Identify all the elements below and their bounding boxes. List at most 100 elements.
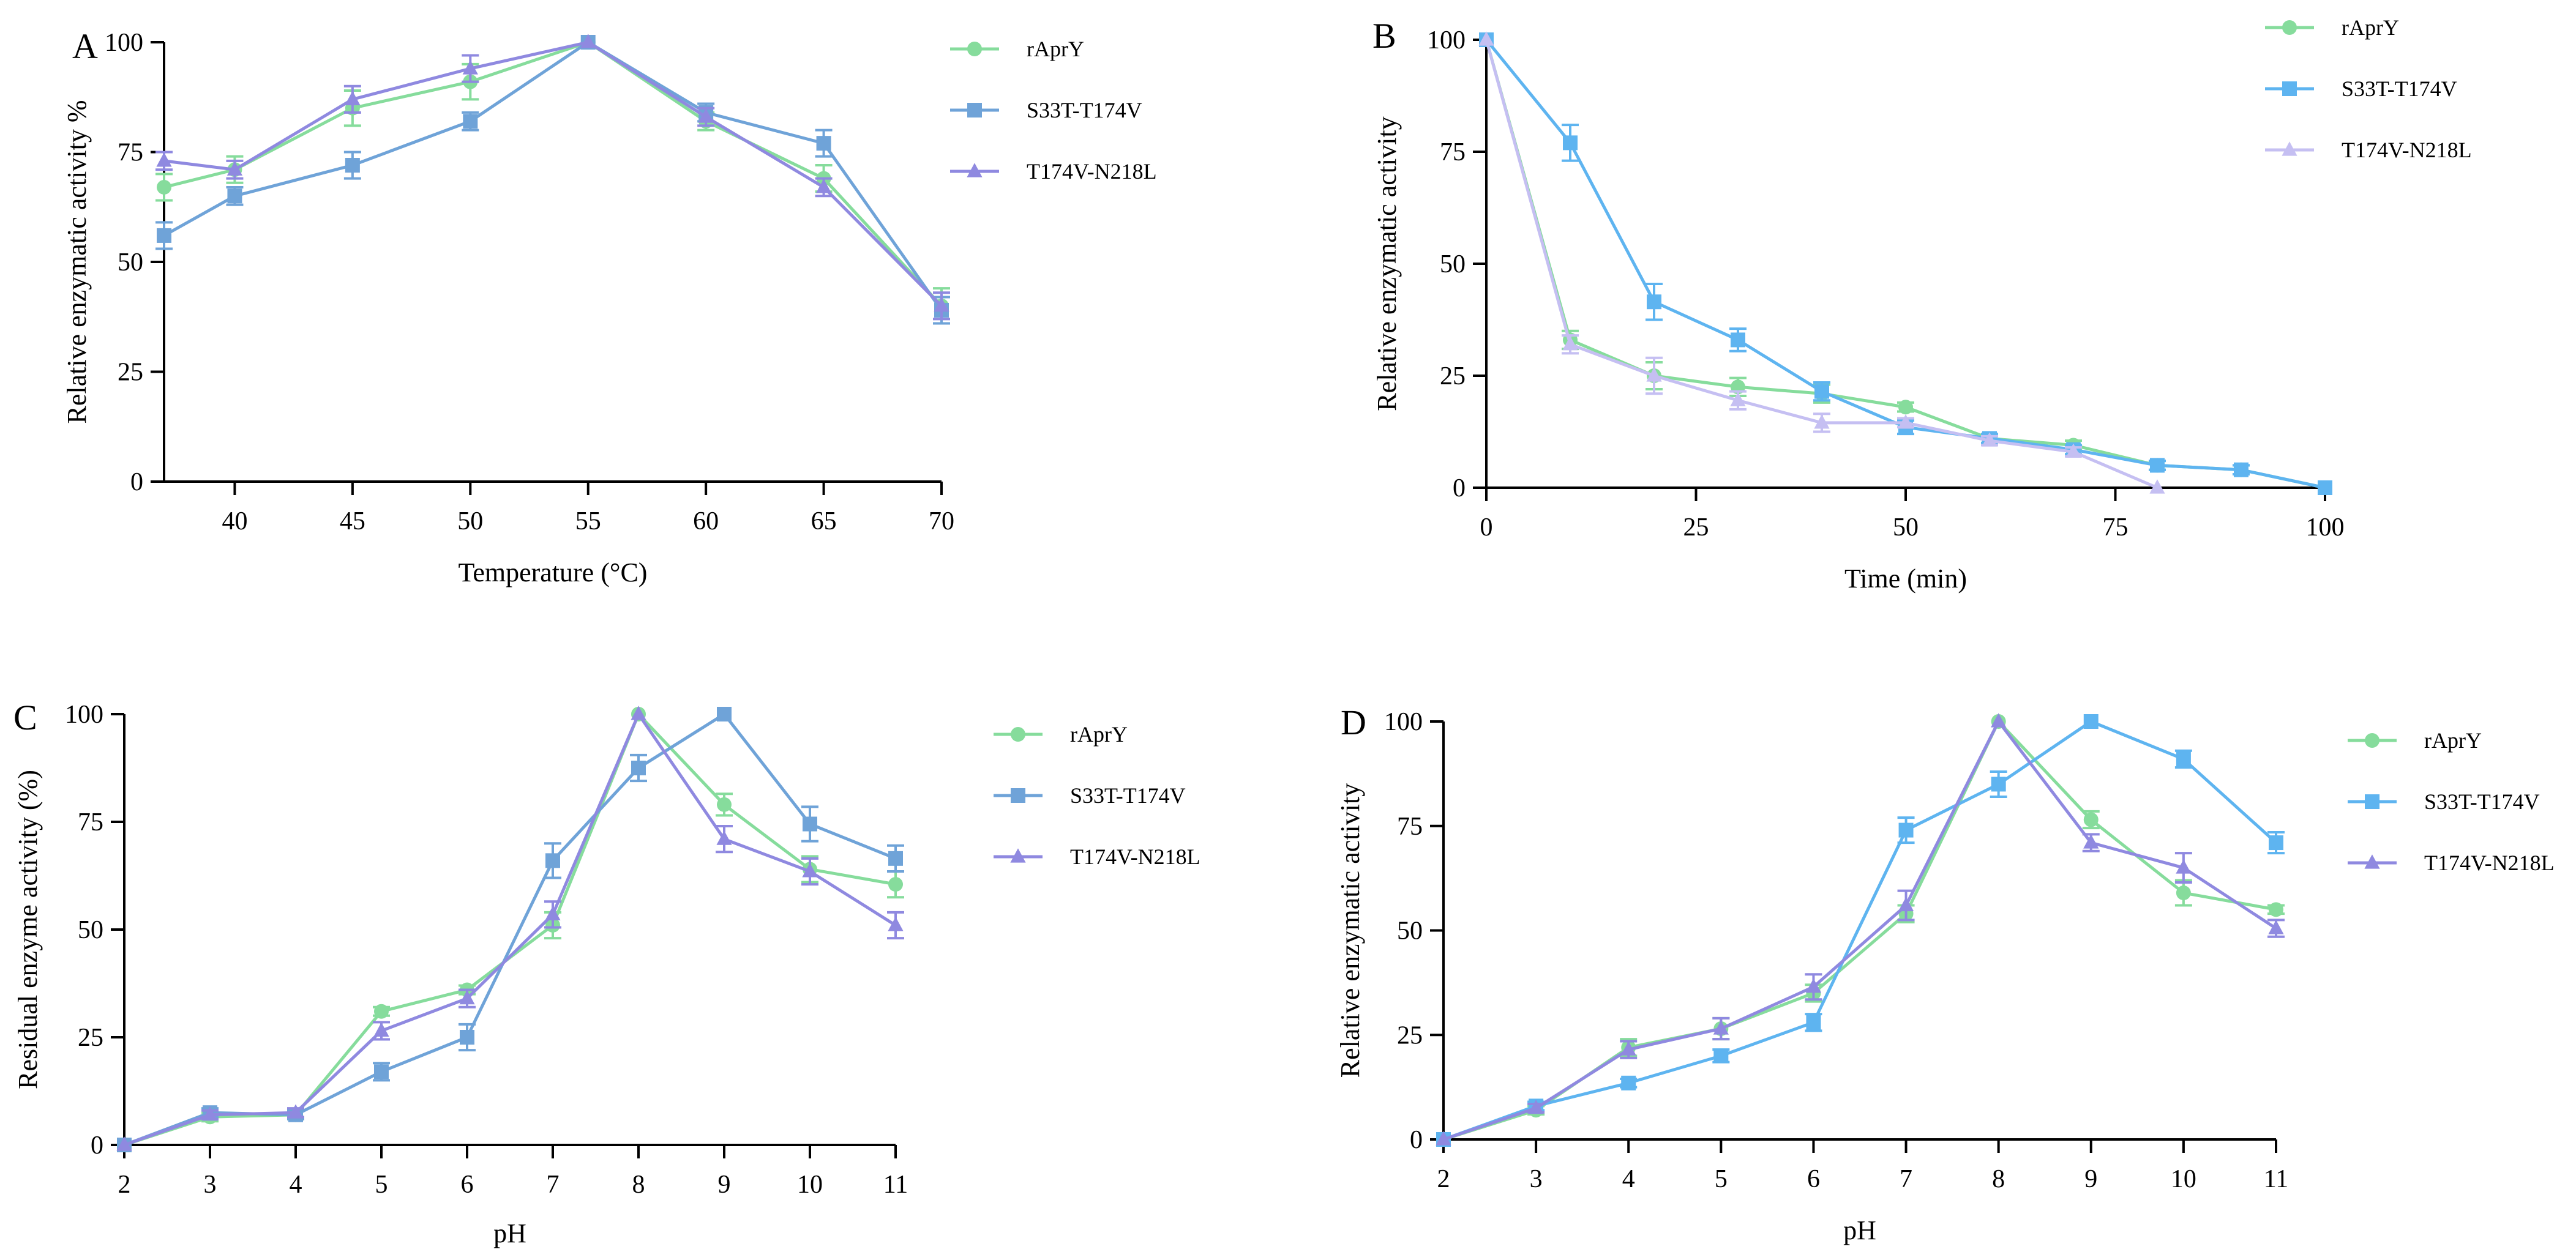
chart-panel-a: A 0 25 50 75 100 40 45 50 55 60 65 70 Temperature (°C… — [62, 26, 1157, 587]
legend-marker — [2282, 20, 2297, 35]
data-point — [288, 1104, 304, 1119]
data-point — [1647, 294, 1661, 310]
y-tick-label: 0 — [91, 1131, 103, 1160]
legend-marker — [2365, 733, 2379, 748]
data-point — [1436, 1131, 1451, 1146]
y-tick-label: 0 — [1453, 474, 1466, 502]
x-axis-label: pH — [493, 1218, 526, 1248]
legend-label: T174V-N218L — [1070, 844, 1200, 869]
data-point — [888, 877, 903, 892]
data-point — [631, 761, 646, 775]
y-tick-label: 50 — [118, 248, 143, 277]
y-tick-label: 0 — [130, 468, 143, 496]
data-point — [1713, 1048, 1729, 1064]
data-point — [373, 1022, 389, 1037]
x-tick-label: 60 — [693, 507, 719, 535]
y-tick-label: 75 — [78, 808, 103, 837]
y-tick-label: 75 — [1397, 813, 1423, 841]
legend-marker — [2282, 141, 2297, 156]
data-point — [803, 816, 817, 832]
y-axis-label: Residual enzyme activity (%) — [13, 770, 43, 1089]
x-axis-label: pH — [1843, 1215, 1876, 1245]
legend-marker — [1010, 848, 1026, 863]
data-point — [698, 108, 714, 123]
x-tick-label: 4 — [290, 1171, 302, 1199]
series-line — [163, 40, 943, 311]
series-2 — [116, 706, 904, 1151]
x-tick-label: 11 — [2264, 1165, 2288, 1193]
series-line — [1443, 720, 2277, 1141]
legend-label: rAprY — [2424, 728, 2482, 753]
x-tick-label: 7 — [1900, 1165, 1912, 1193]
series-1 — [1436, 714, 2285, 1147]
data-point — [1898, 822, 1914, 838]
data-point — [463, 114, 478, 129]
legend-label: S33T-T174V — [2424, 789, 2540, 814]
panel-label: B — [1372, 16, 1396, 56]
series-2 — [1436, 713, 2285, 1146]
y-tick-label: 75 — [1440, 138, 1466, 166]
panel-label: D — [1341, 703, 1366, 742]
legend-marker — [967, 163, 983, 177]
legend-label: T174V-N218L — [1027, 159, 1157, 184]
x-tick-label: 9 — [718, 1171, 731, 1199]
data-point — [545, 906, 561, 920]
x-axis-label: Time (min) — [1844, 564, 1967, 594]
y-tick-label: 100 — [105, 29, 143, 57]
x-tick-label: 55 — [575, 507, 601, 535]
series-line — [124, 711, 896, 1147]
legend-label: rAprY — [1070, 722, 1128, 747]
series-2 — [155, 34, 950, 321]
data-point — [460, 1030, 474, 1045]
data-point — [1621, 1075, 1636, 1090]
data-point — [1478, 31, 1494, 46]
data-point — [1898, 400, 1913, 415]
x-axis-label: Temperature (°C) — [459, 557, 648, 587]
data-point — [802, 863, 818, 878]
data-point — [2083, 834, 2099, 849]
legend-label: rAprY — [2342, 15, 2399, 40]
data-point — [2176, 859, 2192, 874]
data-point — [1620, 1041, 1636, 1056]
data-point — [1814, 414, 1830, 429]
series-line — [163, 40, 943, 307]
y-tick-label: 50 — [1397, 917, 1423, 945]
x-tick-label: 2 — [118, 1171, 131, 1199]
legend-marker — [2282, 81, 2297, 96]
data-point — [717, 797, 732, 812]
data-point — [2083, 812, 2099, 827]
data-point — [1563, 135, 1578, 151]
x-tick-label: 2 — [1437, 1165, 1450, 1193]
data-point — [2083, 714, 2099, 729]
legend-marker — [1011, 788, 1025, 803]
data-point — [1730, 392, 1746, 406]
data-point — [815, 179, 832, 193]
x-tick-label: 65 — [811, 507, 837, 535]
legend-label: S33T-T174V — [1027, 98, 1142, 122]
y-tick-label: 25 — [118, 359, 143, 387]
data-point — [545, 853, 560, 868]
data-point — [888, 851, 903, 866]
x-tick-label: 25 — [1683, 513, 1709, 542]
data-point — [717, 707, 732, 721]
chart-panel-c: C 0 25 50 75 100 2 3 4 5 6 7 8 9 10 11 pH Residual enzyme… — [13, 698, 1200, 1248]
x-tick-label: 40 — [222, 507, 247, 535]
data-point — [1898, 897, 1914, 912]
legend-label: T174V-N218L — [2424, 851, 2555, 875]
series-1 — [117, 707, 904, 1152]
y-tick-label: 25 — [1440, 362, 1466, 390]
data-point — [1898, 414, 1914, 429]
y-tick-label: 0 — [1410, 1126, 1423, 1154]
data-point — [157, 179, 171, 195]
x-tick-label: 11 — [883, 1171, 908, 1199]
x-tick-label: 70 — [929, 507, 954, 535]
legend-marker — [1011, 727, 1025, 742]
data-point — [631, 706, 646, 720]
x-tick-label: 3 — [204, 1171, 217, 1199]
data-point — [374, 1064, 389, 1079]
data-point — [345, 158, 360, 173]
y-tick-label: 100 — [1427, 26, 1466, 54]
x-tick-label: 4 — [1622, 1165, 1635, 1193]
data-point — [2176, 885, 2191, 901]
